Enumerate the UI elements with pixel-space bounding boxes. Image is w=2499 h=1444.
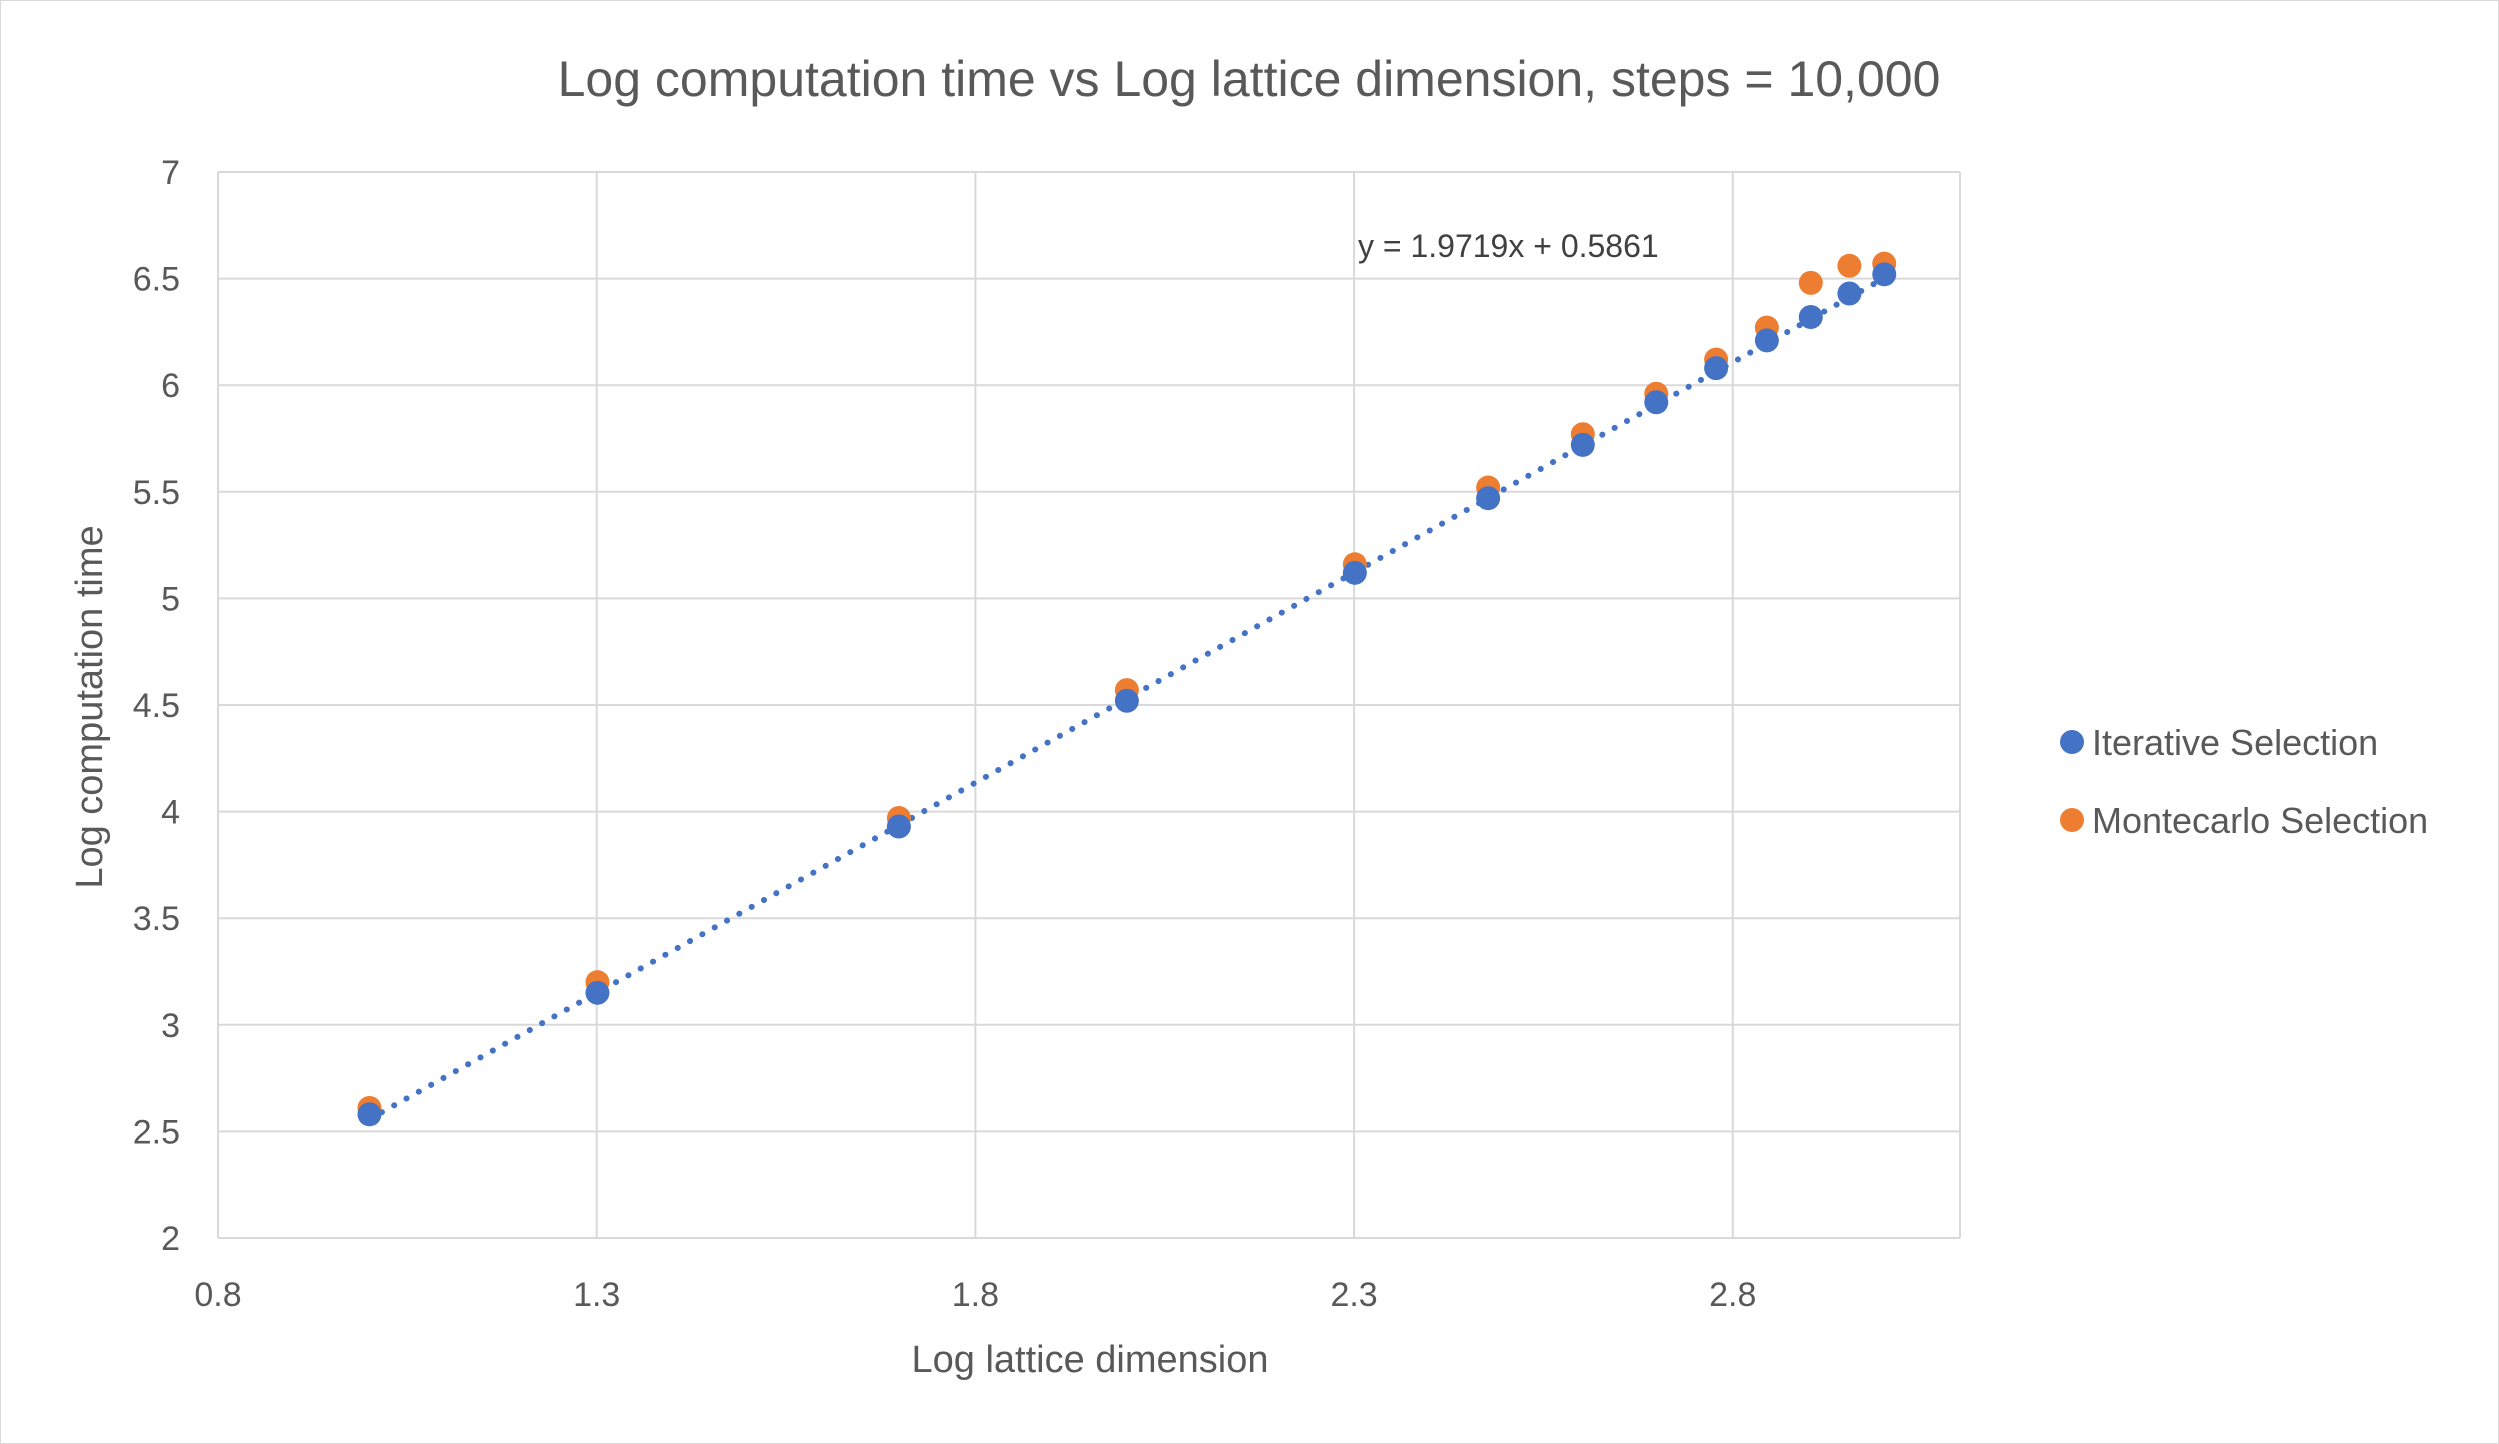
y-tick-label: 6.5 bbox=[133, 261, 180, 299]
data-points bbox=[357, 251, 1897, 1127]
y-tick-label: 6 bbox=[161, 367, 180, 405]
iterative-selection-point bbox=[1476, 486, 1501, 511]
iterative-selection-point bbox=[886, 814, 911, 839]
gridlines bbox=[217, 171, 1961, 1239]
x-axis-tick-labels: 0.8 1.3 1.8 2.3 2.8 bbox=[194, 1276, 1756, 1314]
y-axis-title: Log computation time bbox=[69, 525, 111, 888]
iterative-selection-point bbox=[1837, 281, 1862, 306]
x-axis-title: Log lattice dimension bbox=[912, 1339, 1269, 1381]
y-tick-label: 4 bbox=[161, 794, 180, 832]
y-tick-label: 2.5 bbox=[133, 1113, 180, 1151]
legend-label-iterative-selection: Iterative Selection bbox=[2092, 722, 2378, 763]
y-tick-label: 3 bbox=[161, 1007, 180, 1045]
montecarlo-selection-point bbox=[1798, 270, 1823, 295]
iterative-selection-point bbox=[585, 980, 610, 1005]
iterative-selection-point bbox=[1704, 356, 1729, 381]
iterative-selection-point bbox=[1754, 328, 1779, 353]
y-tick-label: 5 bbox=[161, 580, 180, 618]
chart-title: Log computation time vs Log lattice dime… bbox=[558, 51, 1941, 107]
trendline-equation: y = 1.9719x + 0.5861 bbox=[1358, 228, 1659, 264]
x-tick-label: 1.3 bbox=[573, 1276, 620, 1314]
y-tick-label: 3.5 bbox=[133, 900, 180, 938]
x-tick-label: 0.8 bbox=[194, 1276, 241, 1314]
iterative-selection-point bbox=[1798, 304, 1823, 329]
legend-label-montecarlo-selection: Montecarlo Selection bbox=[2092, 800, 2428, 841]
iterative-selection-point bbox=[1872, 262, 1897, 287]
x-tick-label: 2.3 bbox=[1330, 1276, 1377, 1314]
y-tick-label: 2 bbox=[161, 1220, 180, 1258]
y-axis-tick-labels: 2 2.5 3 3.5 4 4.5 5 5.5 6 6.5 7 bbox=[133, 154, 180, 1258]
iterative-selection-point bbox=[1114, 688, 1139, 713]
legend: Iterative Selection Montecarlo Selection bbox=[2060, 722, 2428, 841]
y-tick-label: 7 bbox=[161, 154, 180, 192]
iterative-selection-point bbox=[1644, 390, 1669, 415]
x-tick-label: 2.8 bbox=[1709, 1276, 1756, 1314]
legend-marker-iterative-selection bbox=[2060, 730, 2084, 754]
iterative-selection-point bbox=[1342, 560, 1367, 585]
iterative-selection-point bbox=[1570, 432, 1595, 457]
iterative-selection-point bbox=[357, 1102, 382, 1127]
montecarlo-selection-point bbox=[1837, 253, 1862, 278]
x-tick-label: 1.8 bbox=[952, 1276, 999, 1314]
legend-marker-montecarlo-selection bbox=[2060, 808, 2084, 832]
y-tick-label: 5.5 bbox=[133, 474, 180, 512]
y-tick-label: 4.5 bbox=[133, 687, 180, 725]
